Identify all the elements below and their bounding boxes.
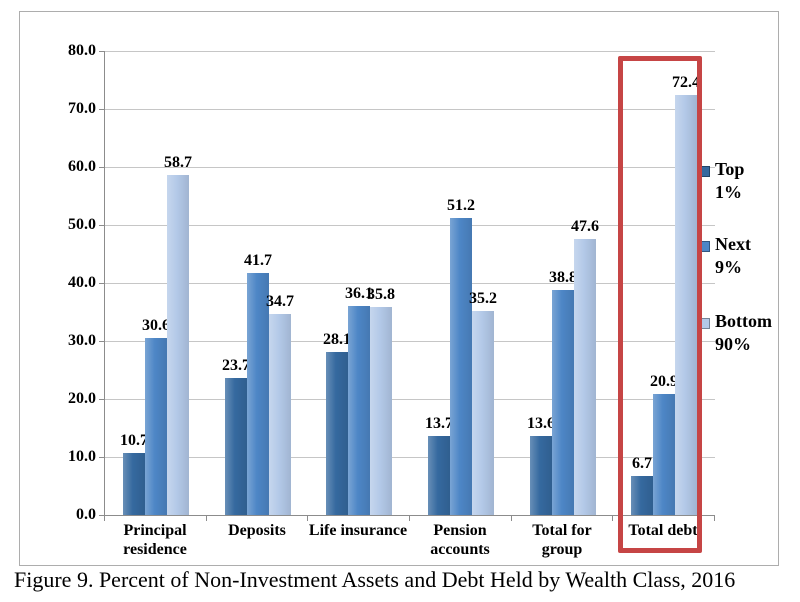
highlight-rectangle — [618, 56, 702, 553]
y-tick-label: 70.0 — [68, 100, 96, 117]
x-tick-mark — [511, 516, 512, 521]
x-category-label-total-for-group: Total for group — [511, 521, 613, 559]
bar-next-9--principal-residence — [145, 338, 167, 515]
x-category-label-line: accounts — [430, 541, 490, 558]
gridline — [105, 167, 715, 168]
x-category-label-line: Total for — [532, 522, 592, 539]
bar-top-1--total-for-group — [530, 436, 552, 515]
bar-value-label: 30.6 — [142, 317, 170, 334]
bar-value-label: 47.6 — [571, 218, 599, 235]
bar-next-9--total-for-group — [552, 290, 574, 515]
legend-label-line: Next — [715, 234, 751, 254]
bar-value-label: 10.7 — [120, 432, 148, 449]
y-tick-label: 80.0 — [68, 42, 96, 59]
plot-area: 10.7 23.7 28.1 13.7 13.6 6.7 30.6 41.7 36.1 51.2 3… — [104, 51, 715, 516]
bar-value-label: 36.1 — [345, 285, 373, 302]
x-category-label-deposits: Deposits — [206, 521, 308, 540]
bar-top-1--total-debt — [631, 476, 653, 515]
bar-next-9--total-debt — [653, 394, 675, 515]
x-category-label-total-debt: Total debt — [612, 521, 714, 540]
bar-bottom-90--life-insurance — [370, 307, 392, 515]
bar-value-label: 51.2 — [447, 197, 475, 214]
figure-caption: Figure 9. Percent of Non-Investment Asse… — [14, 567, 736, 592]
x-tick-mark — [104, 516, 105, 521]
y-tick-label: 40.0 — [68, 274, 96, 291]
y-tick-mark — [99, 109, 104, 110]
y-tick-label: 30.0 — [68, 332, 96, 349]
gridline — [105, 399, 715, 400]
bar-value-label: 35.2 — [469, 290, 497, 307]
x-category-label-principal-residence: Principal residence — [104, 521, 206, 559]
y-tick-mark — [99, 167, 104, 168]
y-tick-label: 20.0 — [68, 390, 96, 407]
bar-value-label: 72.4 — [672, 74, 700, 91]
bar-value-label: 6.7 — [632, 455, 652, 472]
legend-label-top-1-: Top 1% — [715, 158, 744, 204]
bar-bottom-90--total-debt — [675, 95, 697, 515]
gridline — [105, 51, 715, 52]
x-category-label-line: Pension — [433, 522, 487, 539]
legend-label-line: 9% — [715, 257, 742, 277]
x-category-label-pension-accounts: Pension accounts — [409, 521, 511, 559]
bar-bottom-90--principal-residence — [167, 175, 189, 515]
legend-label-next-9-: Next 9% — [715, 233, 751, 279]
y-tick-mark — [99, 457, 104, 458]
y-tick-mark — [99, 51, 104, 52]
bar-bottom-90--total-for-group — [574, 239, 596, 515]
gridline — [105, 109, 715, 110]
bar-top-1--life-insurance — [326, 352, 348, 515]
gridline — [105, 457, 715, 458]
bar-bottom-90--deposits — [269, 314, 291, 515]
x-category-label-line: Deposits — [228, 522, 286, 539]
x-category-label-line: Total debt — [628, 522, 698, 539]
y-tick-mark — [99, 341, 104, 342]
x-category-label-line: Principal — [123, 522, 187, 539]
gridline — [105, 225, 715, 226]
y-tick-label: 0.0 — [76, 506, 96, 523]
y-tick-label: 50.0 — [68, 216, 96, 233]
bar-value-label: 23.7 — [222, 357, 250, 374]
bar-top-1--deposits — [225, 378, 247, 515]
bar-value-label: 34.7 — [266, 293, 294, 310]
y-tick-label: 60.0 — [68, 158, 96, 175]
x-category-label-line: residence — [123, 541, 187, 558]
bar-value-label: 13.6 — [527, 415, 555, 432]
bar-top-1--principal-residence — [123, 453, 145, 515]
bar-next-9--deposits — [247, 273, 269, 515]
bar-bottom-90--pension-accounts — [472, 311, 494, 515]
y-tick-label: 10.0 — [68, 448, 96, 465]
gridline — [105, 341, 715, 342]
legend-label-line: 90% — [715, 334, 751, 354]
bar-value-label: 35.8 — [367, 286, 395, 303]
bar-value-label: 58.7 — [164, 154, 192, 171]
bar-next-9--life-insurance — [348, 306, 370, 515]
x-tick-mark — [409, 516, 410, 521]
y-tick-mark — [99, 225, 104, 226]
x-tick-mark — [206, 516, 207, 521]
gridline — [105, 283, 715, 284]
bar-value-label: 13.7 — [425, 415, 453, 432]
y-tick-mark — [99, 283, 104, 284]
bar-value-label: 38.8 — [549, 269, 577, 286]
x-category-label-line: Life insurance — [308, 522, 408, 539]
chart-frame: 10.7 23.7 28.1 13.7 13.6 6.7 30.6 41.7 36.1 51.2 3… — [19, 11, 779, 566]
x-tick-mark — [307, 516, 308, 521]
bar-value-label: 28.1 — [323, 331, 351, 348]
bar-next-9--pension-accounts — [450, 218, 472, 515]
bar-top-1--pension-accounts — [428, 436, 450, 515]
x-category-label-life-insurance: Life insurance — [307, 521, 409, 540]
x-tick-mark — [612, 516, 613, 521]
x-category-label-line: group — [541, 541, 583, 558]
legend-label-line: Bottom — [715, 311, 772, 331]
bar-value-label: 41.7 — [244, 252, 272, 269]
y-tick-mark — [99, 515, 104, 516]
y-tick-mark — [99, 399, 104, 400]
x-tick-mark — [714, 516, 715, 521]
legend-label-line: Top — [715, 159, 745, 179]
bar-value-label: 20.9 — [650, 373, 678, 390]
legend-label-line: 1% — [715, 182, 742, 202]
legend-label-bottom-90-: Bottom 90% — [715, 310, 772, 356]
